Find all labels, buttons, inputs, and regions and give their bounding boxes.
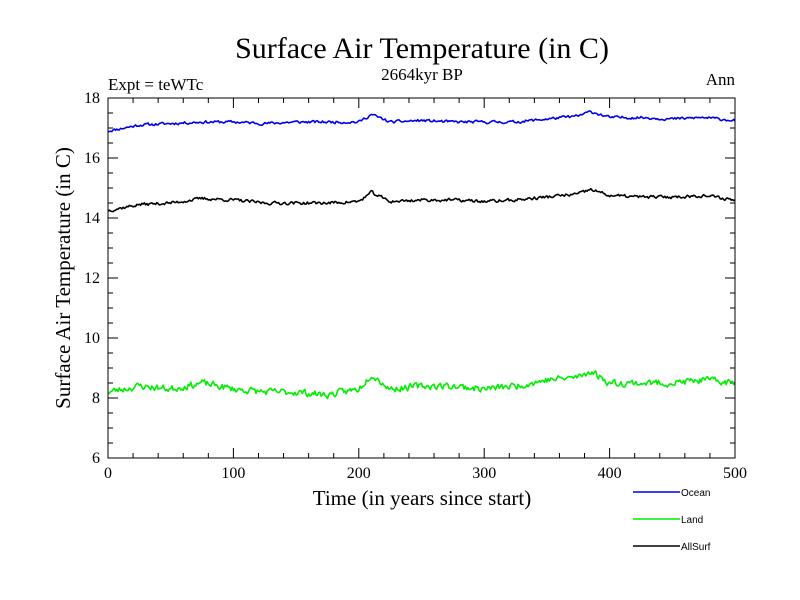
- series-line-allsurf: [107, 187, 736, 213]
- legend: Ocean Land AllSurf: [633, 488, 711, 553]
- x-tick-label: 500: [723, 465, 747, 482]
- y-tick-label: 14: [84, 210, 100, 227]
- x-tick-label: 100: [221, 465, 245, 482]
- y-tick-label: 6: [92, 450, 100, 467]
- x-tick-label: 300: [472, 465, 496, 482]
- x-tick-label: 400: [598, 465, 622, 482]
- legend-label-land: Land: [681, 515, 703, 526]
- chart-title: Surface Air Temperature (in C): [235, 32, 609, 65]
- series-line-land: [107, 370, 736, 400]
- season-label: Ann: [706, 70, 736, 89]
- y-tick-label: 12: [84, 270, 100, 287]
- y-tick-label: 8: [92, 390, 100, 407]
- x-tick-label: 0: [104, 465, 112, 482]
- y-tick-label: 16: [84, 150, 100, 167]
- y-tick-label: 10: [84, 330, 100, 347]
- experiment-label: Expt = teWTc: [108, 75, 204, 94]
- chart-subtitle: 2664kyr BP: [381, 65, 463, 84]
- x-axis-label: Time (in years since start): [313, 486, 532, 510]
- series-lines: [107, 110, 736, 400]
- legend-label-allsurf: AllSurf: [681, 542, 711, 553]
- plot-frame: [107, 97, 736, 459]
- legend-label-ocean: Ocean: [681, 488, 710, 499]
- series-line-ocean: [107, 110, 736, 133]
- y-axis-label: Surface Air Temperature (in C): [51, 147, 75, 409]
- x-tick-label: 200: [347, 465, 371, 482]
- y-tick-label: 18: [84, 90, 100, 107]
- axis-ticks: 0 100 200 300 400 500 6 8 10 12 14 16 18: [84, 90, 747, 482]
